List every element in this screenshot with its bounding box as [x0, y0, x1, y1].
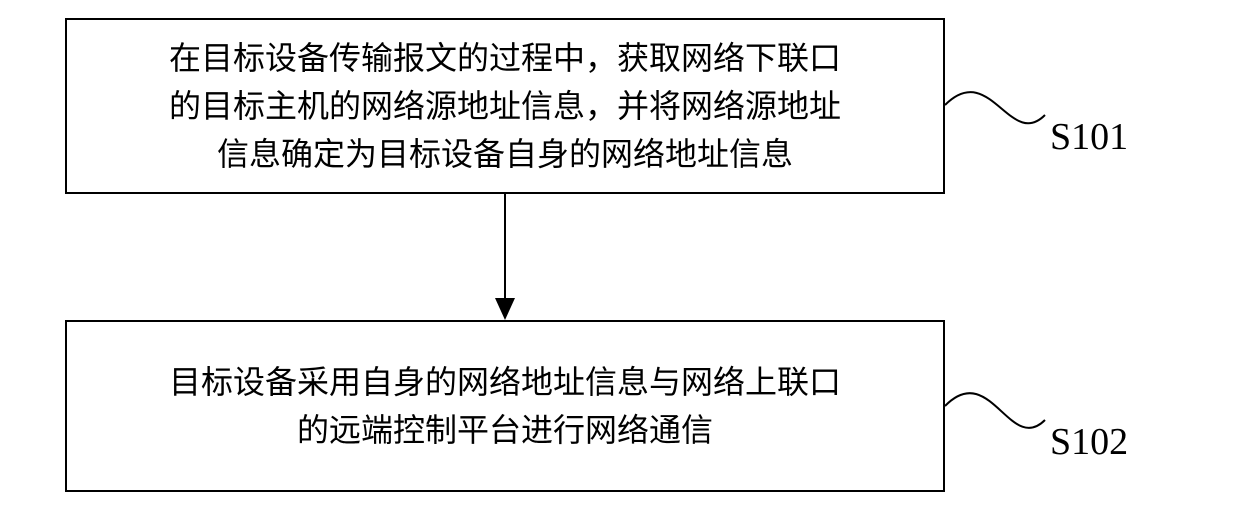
arrow-s101-to-s102 [485, 194, 525, 320]
step-label-s101: S101 [1050, 115, 1128, 159]
flow-step-s101-text: 在目标设备传输报文的过程中，获取网络下联口 的目标主机的网络源地址信息，并将网络… [159, 24, 851, 188]
text-line: 目标设备采用自身的网络地址信息与网络上联口 [169, 358, 841, 406]
text-line: 的目标主机的网络源地址信息，并将网络源地址 [169, 82, 841, 130]
connector-s101 [940, 55, 1050, 155]
text-line: 的远端控制平台进行网络通信 [169, 406, 841, 454]
connector-s102 [940, 355, 1050, 460]
text-line: 信息确定为目标设备自身的网络地址信息 [169, 130, 841, 178]
flow-step-s102: 目标设备采用自身的网络地址信息与网络上联口 的远端控制平台进行网络通信 [65, 320, 945, 492]
flow-step-s101: 在目标设备传输报文的过程中，获取网络下联口 的目标主机的网络源地址信息，并将网络… [65, 18, 945, 194]
step-label-s102: S102 [1050, 420, 1128, 464]
flowchart-container: 在目标设备传输报文的过程中，获取网络下联口 的目标主机的网络源地址信息，并将网络… [0, 0, 1239, 514]
flow-step-s102-text: 目标设备采用自身的网络地址信息与网络上联口 的远端控制平台进行网络通信 [159, 348, 851, 464]
text-line: 在目标设备传输报文的过程中，获取网络下联口 [169, 34, 841, 82]
